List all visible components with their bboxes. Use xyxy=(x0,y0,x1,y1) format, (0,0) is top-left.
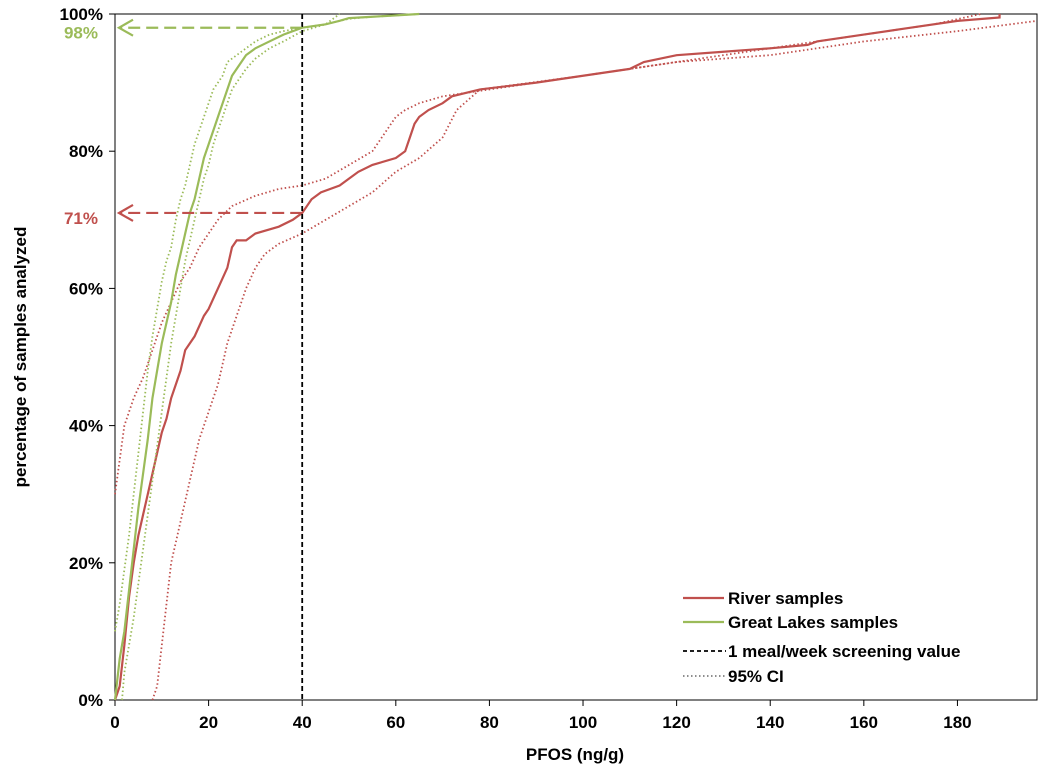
annotation-arrowhead-great_lakes xyxy=(116,18,134,37)
y-tick-label: 100% xyxy=(60,5,103,24)
x-tick-label: 140 xyxy=(756,713,784,732)
legend-label-ci: 95% CI xyxy=(728,667,784,686)
y-tick-label: 40% xyxy=(69,417,103,436)
x-tick-label: 20 xyxy=(199,713,218,732)
series-layer xyxy=(113,12,1038,701)
x-tick-label: 100 xyxy=(569,713,597,732)
y-tick-label: 0% xyxy=(78,691,103,710)
series-line-great-lakes-ci-upper xyxy=(114,13,420,632)
legend-label-river: River samples xyxy=(728,589,843,608)
y-axis: 0% 20% 40% 60% 80% 100% xyxy=(60,5,115,710)
x-tick-label: 160 xyxy=(850,713,878,732)
y-tick-label: 60% xyxy=(69,279,103,298)
annotation-label-river: 71% xyxy=(64,209,98,228)
x-tick-label: 60 xyxy=(386,713,405,732)
y-axis-title: percentage of samples analyzed xyxy=(11,227,30,488)
x-axis: 0 20 40 60 80 100 120 140 160 180 xyxy=(110,700,972,732)
legend-label-great-lakes: Great Lakes samples xyxy=(728,613,898,632)
x-tick-label: 180 xyxy=(943,713,971,732)
legend: River samples Great Lakes samples 1 meal… xyxy=(683,589,960,686)
x-axis-title: PFOS (ng/g) xyxy=(526,745,624,764)
y-tick-label: 20% xyxy=(69,554,103,573)
x-tick-label: 120 xyxy=(662,713,690,732)
series-line-river-ci-lower xyxy=(151,19,1038,701)
plot-area xyxy=(114,13,1038,701)
annotation-arrowhead-river xyxy=(116,203,134,222)
x-tick-label: 80 xyxy=(480,713,499,732)
annotation-layer: 98% 71% xyxy=(64,18,303,228)
series-line-river xyxy=(113,14,1001,701)
x-tick-label: 0 xyxy=(110,713,119,732)
y-tick-label: 80% xyxy=(69,142,103,161)
x-tick-label: 40 xyxy=(293,713,312,732)
annotation-label-great_lakes: 98% xyxy=(64,24,98,43)
legend-label-screening: 1 meal/week screening value xyxy=(728,642,960,661)
